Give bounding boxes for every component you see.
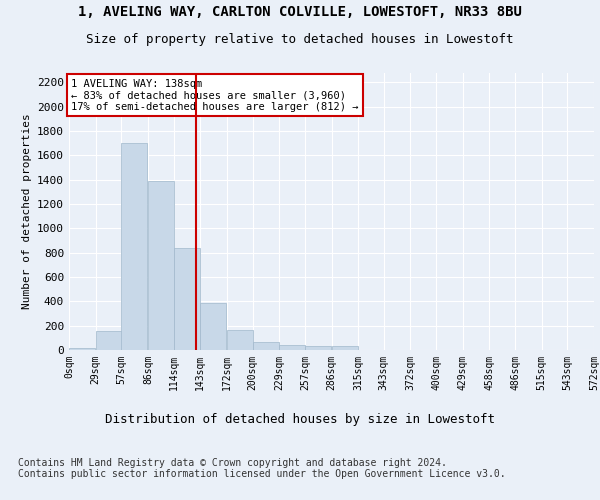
- Bar: [69, 348, 95, 350]
- Bar: [305, 346, 331, 350]
- Bar: [121, 143, 148, 350]
- Text: 1 AVELING WAY: 138sqm
← 83% of detached houses are smaller (3,960)
17% of semi-d: 1 AVELING WAY: 138sqm ← 83% of detached …: [71, 78, 358, 112]
- Text: Contains HM Land Registry data © Crown copyright and database right 2024.
Contai: Contains HM Land Registry data © Crown c…: [18, 458, 506, 479]
- Y-axis label: Number of detached properties: Number of detached properties: [22, 114, 32, 309]
- Bar: [148, 181, 174, 350]
- Bar: [279, 345, 305, 350]
- Bar: [227, 330, 253, 350]
- Bar: [173, 248, 200, 350]
- Bar: [253, 342, 279, 350]
- Text: Distribution of detached houses by size in Lowestoft: Distribution of detached houses by size …: [105, 412, 495, 426]
- Text: Size of property relative to detached houses in Lowestoft: Size of property relative to detached ho…: [86, 32, 514, 46]
- Bar: [95, 331, 122, 350]
- Text: 1, AVELING WAY, CARLTON COLVILLE, LOWESTOFT, NR33 8BU: 1, AVELING WAY, CARLTON COLVILLE, LOWEST…: [78, 5, 522, 19]
- Bar: [200, 303, 226, 350]
- Bar: [331, 346, 358, 350]
